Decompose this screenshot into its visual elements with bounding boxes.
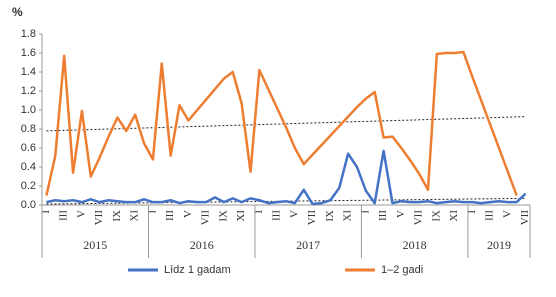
y-tick-label: 1.4: [21, 66, 36, 78]
x-tick-label: III: [271, 210, 283, 221]
year-label: 2018: [403, 238, 427, 252]
year-label: 2016: [190, 238, 214, 252]
x-tick-label: VII: [306, 210, 318, 226]
x-tick-label: XI: [448, 210, 460, 222]
x-tick-label: VII: [413, 210, 425, 226]
year-label: 2019: [487, 238, 511, 252]
y-tick-label: 0.6: [21, 142, 36, 154]
x-tick-label: III: [377, 210, 389, 221]
x-tick-label: IX: [217, 210, 229, 222]
x-tick-label: I: [146, 210, 158, 214]
x-tick-label: III: [164, 210, 176, 221]
x-tick-label: IX: [430, 210, 442, 222]
y-tick-label: 1.6: [21, 47, 36, 59]
x-tick-label: XI: [129, 210, 141, 222]
x-tick-label: III: [58, 210, 70, 221]
x-tick-label: XI: [342, 210, 354, 222]
x-tick-label: V: [75, 210, 87, 218]
y-tick-label: 0.4: [21, 161, 36, 173]
y-axis-title: %: [12, 5, 23, 19]
y-tick-label: 1.8: [21, 28, 36, 40]
x-tick-label: I: [40, 210, 52, 214]
x-tick-label: V: [395, 210, 407, 218]
x-tick-label: VII: [200, 210, 212, 226]
year-label: 2017: [296, 238, 320, 252]
series-line: [45, 50, 518, 196]
x-tick-label: III: [484, 210, 496, 221]
series-line: [46, 149, 527, 206]
y-tick-label: 0.0: [21, 199, 36, 211]
legend-label: Līdz 1 gadam: [164, 264, 231, 276]
x-tick-label: I: [253, 210, 265, 214]
legend-label: 1–2 gadi: [381, 264, 423, 276]
year-label: 2015: [83, 238, 107, 252]
y-tick-label: 0.8: [21, 123, 36, 135]
x-tick-label: V: [501, 210, 513, 218]
x-tick-label: V: [288, 210, 300, 218]
y-tick-label: 1.0: [21, 104, 36, 116]
x-tick-label: I: [359, 210, 371, 214]
x-tick-label: I: [466, 210, 478, 214]
x-tick-label: IX: [111, 210, 123, 222]
x-tick-label: VII: [93, 210, 105, 226]
x-tick-label: XI: [235, 210, 247, 222]
y-tick-label: 0.2: [21, 180, 36, 192]
x-tick-label: IX: [324, 210, 336, 222]
y-tick-label: 1.2: [21, 85, 36, 97]
x-tick-label: VII: [519, 210, 531, 226]
x-tick-label: V: [182, 210, 194, 218]
